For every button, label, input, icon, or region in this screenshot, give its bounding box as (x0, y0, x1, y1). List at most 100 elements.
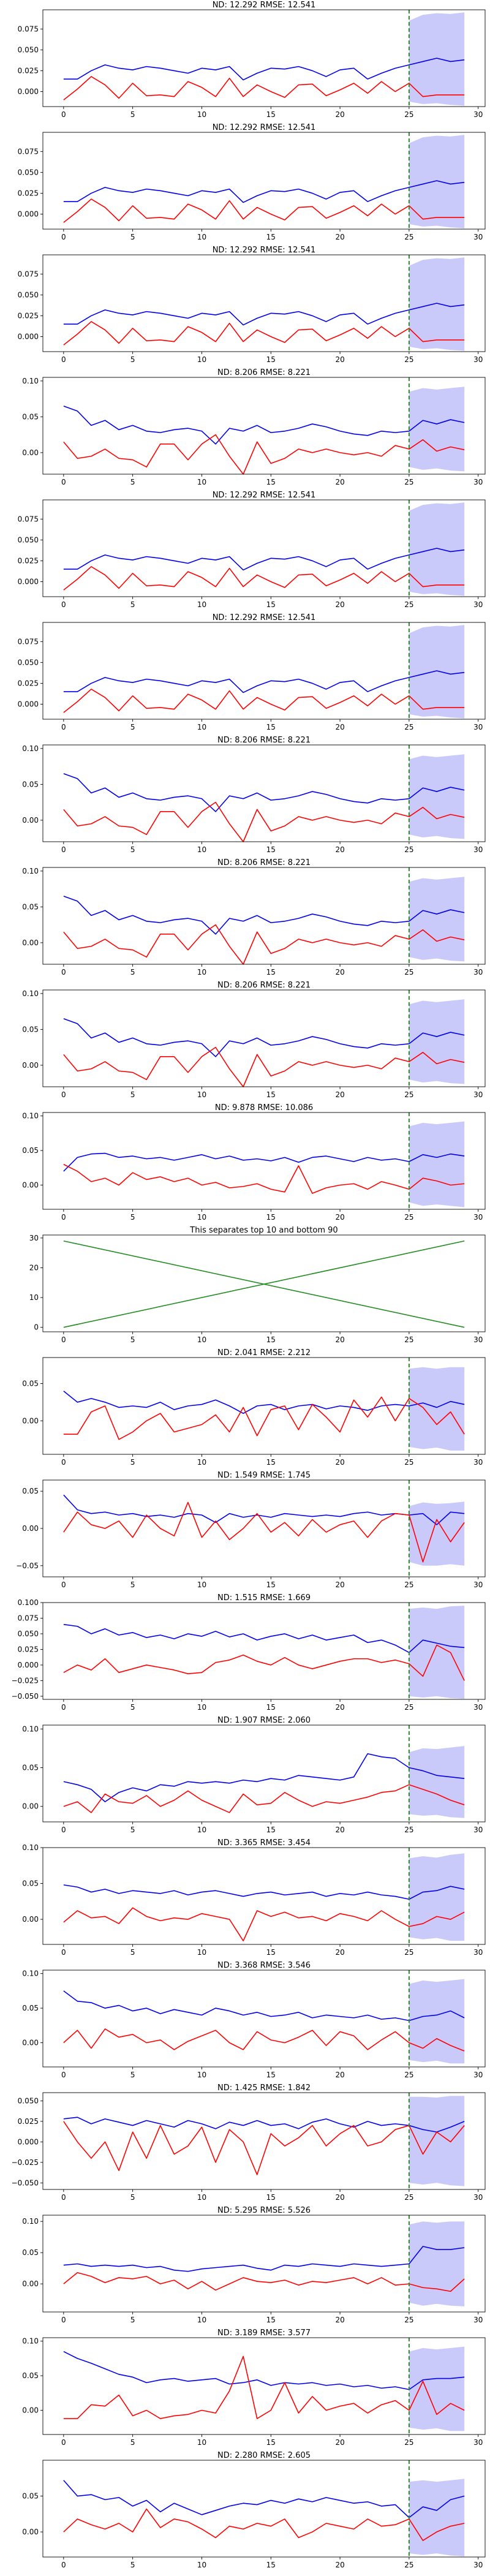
x-tick-label: 0 (61, 1090, 66, 1099)
series-line-blue (63, 1990, 465, 2022)
chart-panel: ND: 8.206 RMSE: 8.221 0 5 10 15 20 25 30 0.00 0.0… (22, 368, 486, 486)
y-tick-label: 30 (29, 1234, 39, 1242)
y-tick-label: 0.050 (18, 45, 39, 54)
x-tick-label: 15 (266, 1213, 276, 1222)
y-tick-label: 0.050 (18, 535, 39, 544)
chart-panel: ND: 2.280 RMSE: 2.605 0 5 10 15 20 25 30 0.00 0.0… (22, 2451, 486, 2569)
x-tick-label: 5 (130, 1335, 135, 1344)
y-tick-label: 0.000 (18, 700, 39, 708)
x-tick-label: 30 (473, 968, 483, 976)
y-tick-label: 0.10 (22, 2337, 39, 2346)
plot-frame (42, 2460, 486, 2558)
series-line-blue (63, 1152, 465, 1172)
chart-title: ND: 12.292 RMSE: 12.541 (213, 246, 316, 255)
x-tick-label: 30 (473, 1335, 483, 1344)
uncertainty-band (409, 1606, 465, 1699)
y-tick-label: 0.10 (22, 1724, 39, 1733)
x-tick-label: 20 (335, 1826, 344, 1834)
series-line-blue (63, 406, 465, 445)
y-tick-label: 0.025 (18, 2117, 39, 2126)
x-tick-label: 30 (473, 2071, 483, 2079)
x-tick-label: 30 (473, 1826, 483, 1834)
plot-frame (42, 1602, 486, 1700)
chart-panel: ND: 9.878 RMSE: 10.086 0 5 10 15 20 25 30 0.00 0.… (22, 1103, 486, 1222)
x-tick-label: 10 (197, 1948, 206, 1957)
x-tick-label: 30 (473, 1581, 483, 1589)
chart-title: ND: 8.206 RMSE: 8.221 (217, 368, 311, 377)
series-line-red (63, 1644, 465, 1681)
x-tick-label: 25 (404, 723, 413, 731)
y-tick-label: 0.00 (22, 1416, 39, 1425)
series-line-red (63, 76, 465, 100)
y-tick-label: 0.00 (22, 816, 39, 825)
series-line-blue (63, 1494, 465, 1525)
series-line-red (63, 434, 465, 475)
x-tick-label: 15 (266, 2316, 276, 2324)
x-tick-label: 5 (130, 723, 135, 731)
y-tick-label: 20 (29, 1263, 39, 1272)
x-tick-label: 15 (266, 110, 276, 119)
x-tick-label: 0 (61, 968, 66, 976)
x-tick-label: 5 (130, 600, 135, 609)
x-tick-label: 15 (266, 845, 276, 854)
series-line-blue (63, 1753, 465, 1802)
x-tick-label: 15 (266, 2071, 276, 2079)
chart-title: ND: 1.549 RMSE: 1.745 (217, 1471, 311, 1480)
x-tick-label: 0 (61, 2438, 66, 2447)
x-tick-label: 25 (404, 2561, 413, 2569)
uncertainty-band (409, 2221, 465, 2306)
x-tick-label: 10 (197, 1703, 206, 1712)
chart-panel: ND: 12.292 RMSE: 12.541 0 5 10 15 20 25 30 0.000… (18, 246, 486, 364)
x-tick-label: 0 (61, 1703, 66, 1712)
series-line-blue (63, 1884, 465, 1900)
x-tick-label: 5 (130, 2438, 135, 2447)
plot-frame (42, 1724, 486, 1822)
chart-panel: ND: 1.425 RMSE: 1.842 0 5 10 15 20 25 30 −0.050 −… (12, 2083, 486, 2202)
x-tick-label: 5 (130, 1581, 135, 1589)
x-tick-label: 5 (130, 1213, 135, 1222)
y-tick-label: 0.00 (22, 1524, 39, 1533)
y-tick-label: 0.050 (18, 658, 39, 667)
series-line-red (63, 321, 465, 346)
y-tick-label: 0.10 (22, 744, 39, 753)
x-tick-label: 0 (61, 2561, 66, 2569)
y-tick-label: 0.00 (22, 2528, 39, 2536)
chart-title: ND: 8.206 RMSE: 8.221 (217, 858, 311, 867)
x-tick-label: 25 (404, 478, 413, 486)
y-tick-label: 0.00 (22, 1061, 39, 1070)
x-tick-label: 5 (130, 355, 135, 364)
y-tick-label: 0.10 (22, 1843, 39, 1852)
chart-panel: ND: 1.549 RMSE: 1.745 0 5 10 15 20 25 30 −0.05 0.… (16, 1471, 486, 1589)
series-line-red (63, 801, 465, 842)
x-tick-label: 30 (473, 2193, 483, 2202)
y-tick-label: 0.00 (22, 2406, 39, 2415)
x-tick-label: 15 (266, 355, 276, 364)
x-tick-label: 30 (473, 1213, 483, 1222)
y-tick-label: 0.00 (22, 1181, 39, 1190)
x-tick-label: 10 (197, 233, 206, 241)
chart-title: ND: 2.280 RMSE: 2.605 (217, 2451, 311, 2460)
y-tick-label: 0.025 (18, 679, 39, 687)
x-tick-label: 5 (130, 2071, 135, 2079)
y-tick-label: 0.075 (18, 270, 39, 278)
plot-frame (42, 499, 486, 597)
x-tick-label: 15 (266, 1090, 276, 1099)
y-tick-label: 0.05 (22, 2371, 39, 2380)
series-line-blue (63, 1391, 465, 1414)
chart-title: ND: 9.878 RMSE: 10.086 (215, 1103, 313, 1112)
y-tick-label: 0.05 (22, 1879, 39, 1888)
series-line-red (63, 1163, 465, 1194)
chart-title: ND: 1.907 RMSE: 2.060 (217, 1716, 311, 1725)
series-line-red (63, 2355, 465, 2419)
plot-frame (42, 1112, 486, 1210)
chart-panel: ND: 8.206 RMSE: 8.221 0 5 10 15 20 25 30 0.00 0.0… (22, 736, 486, 854)
y-tick-label: 0.00 (22, 448, 39, 457)
y-tick-label: 0.00 (22, 2279, 39, 2288)
uncertainty-band (409, 135, 465, 229)
series-line-red (63, 1046, 465, 1087)
x-tick-label: 0 (61, 2316, 66, 2324)
y-tick-label: 0.075 (18, 1614, 39, 1622)
x-tick-label: 30 (473, 600, 483, 609)
y-tick-label: 0.000 (18, 87, 39, 96)
x-tick-label: 0 (61, 1948, 66, 1957)
